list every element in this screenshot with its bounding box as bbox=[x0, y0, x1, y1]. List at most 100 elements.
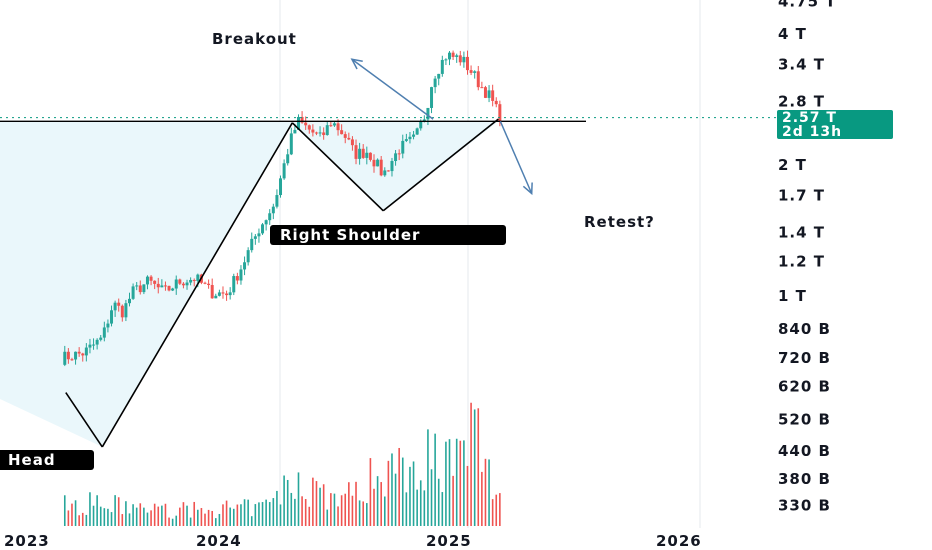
candle-body bbox=[451, 52, 455, 57]
volume-bar bbox=[243, 499, 246, 526]
candle-body bbox=[311, 129, 315, 133]
volume-bar bbox=[344, 493, 347, 526]
volume-bar bbox=[143, 507, 145, 526]
volume-bar bbox=[96, 495, 98, 526]
candle-body bbox=[397, 153, 401, 155]
volume-bar bbox=[204, 513, 206, 526]
candle-body bbox=[318, 132, 322, 134]
candle-body bbox=[354, 145, 358, 159]
volume-bar bbox=[322, 484, 325, 526]
volume-bar bbox=[89, 492, 91, 526]
candle-body bbox=[63, 351, 67, 365]
candle-body bbox=[494, 100, 498, 105]
volume-bar bbox=[333, 493, 336, 526]
candle-body bbox=[422, 119, 426, 122]
arrows bbox=[350, 58, 533, 196]
volume-bar bbox=[211, 510, 213, 526]
volume-bar bbox=[373, 488, 375, 526]
volume-bar bbox=[114, 495, 116, 526]
candle-body bbox=[243, 262, 247, 270]
volume-bar bbox=[419, 480, 422, 526]
candle-body bbox=[483, 87, 487, 98]
volume-bar bbox=[304, 499, 307, 526]
volume-bar bbox=[179, 507, 181, 526]
volume-bar bbox=[297, 472, 300, 526]
candle-body bbox=[138, 285, 142, 293]
volume-bar bbox=[326, 509, 329, 526]
candle-body bbox=[117, 302, 121, 306]
right-shoulder-left-line bbox=[291, 122, 384, 212]
y-tick-label: 1 T bbox=[778, 287, 807, 305]
candle-body bbox=[458, 55, 462, 63]
candle-body bbox=[307, 125, 311, 130]
candle-body bbox=[145, 276, 149, 285]
y-tick-label: 1.7 T bbox=[778, 187, 825, 205]
candle-body bbox=[336, 123, 340, 131]
volume-bar bbox=[78, 515, 80, 526]
volume-bar bbox=[466, 465, 469, 526]
candle-body bbox=[185, 282, 189, 286]
head-right-leg-line bbox=[101, 122, 294, 448]
volume-bar bbox=[495, 494, 498, 526]
volume-bars bbox=[63, 402, 501, 526]
volume-bar bbox=[81, 512, 84, 526]
candle-body bbox=[347, 137, 351, 140]
candle-body bbox=[296, 116, 300, 130]
volume-bar bbox=[376, 476, 379, 526]
head-label: Head bbox=[8, 451, 56, 469]
candle-body bbox=[379, 159, 383, 176]
volume-bar bbox=[405, 492, 408, 526]
volume-bar bbox=[258, 502, 260, 526]
price-tag-value: 2.57 T bbox=[782, 110, 837, 126]
volume-bar bbox=[268, 502, 271, 526]
y-tick-label: 2.8 T bbox=[778, 92, 825, 110]
candle-body bbox=[203, 282, 207, 284]
volume-bar bbox=[74, 500, 77, 526]
candle-body bbox=[376, 159, 380, 167]
volume-bar bbox=[121, 514, 124, 526]
volume-bar bbox=[452, 475, 454, 526]
volume-bar bbox=[290, 492, 293, 526]
candle-body bbox=[358, 148, 362, 159]
candle-body bbox=[343, 134, 347, 138]
candle-body bbox=[394, 153, 398, 162]
candle-body bbox=[383, 170, 387, 176]
candle-body bbox=[142, 284, 146, 293]
volume-bar bbox=[207, 509, 210, 526]
candle-body bbox=[253, 236, 257, 239]
x-tick-label: 2026 bbox=[656, 532, 702, 550]
volume-bar bbox=[265, 499, 267, 526]
volume-bar bbox=[272, 498, 275, 526]
candle-body bbox=[465, 56, 469, 71]
x-tick-label: 2025 bbox=[426, 532, 472, 550]
candle-body bbox=[314, 132, 318, 134]
right-shoulder-tag: Right Shoulder bbox=[270, 225, 506, 245]
candle-body bbox=[235, 276, 239, 281]
volume-bar bbox=[103, 508, 106, 526]
candle-body bbox=[487, 90, 491, 98]
candle-body bbox=[390, 161, 394, 172]
volume-bar bbox=[362, 501, 365, 526]
candle-body bbox=[207, 283, 211, 286]
y-tick-label: 440 B bbox=[778, 442, 831, 460]
candle-body bbox=[455, 55, 459, 57]
volume-bar bbox=[247, 499, 249, 526]
right-shoulder-right-line bbox=[382, 118, 499, 212]
candle-body bbox=[412, 134, 416, 137]
volume-bar bbox=[459, 440, 462, 526]
volume-bar bbox=[222, 504, 224, 526]
volume-bar bbox=[358, 500, 361, 526]
volume-bar bbox=[286, 479, 289, 526]
candle-body bbox=[106, 323, 110, 328]
volume-bar bbox=[175, 515, 178, 526]
candle-body bbox=[189, 279, 193, 283]
volume-bar bbox=[171, 518, 174, 526]
breakout-arrow-shaft bbox=[351, 58, 434, 120]
candles bbox=[63, 50, 502, 367]
candle-body bbox=[74, 351, 78, 360]
volume-bar bbox=[481, 471, 483, 526]
volume-bar bbox=[401, 457, 404, 526]
y-tick-label: 840 B bbox=[778, 320, 831, 338]
volume-bar bbox=[437, 478, 440, 526]
